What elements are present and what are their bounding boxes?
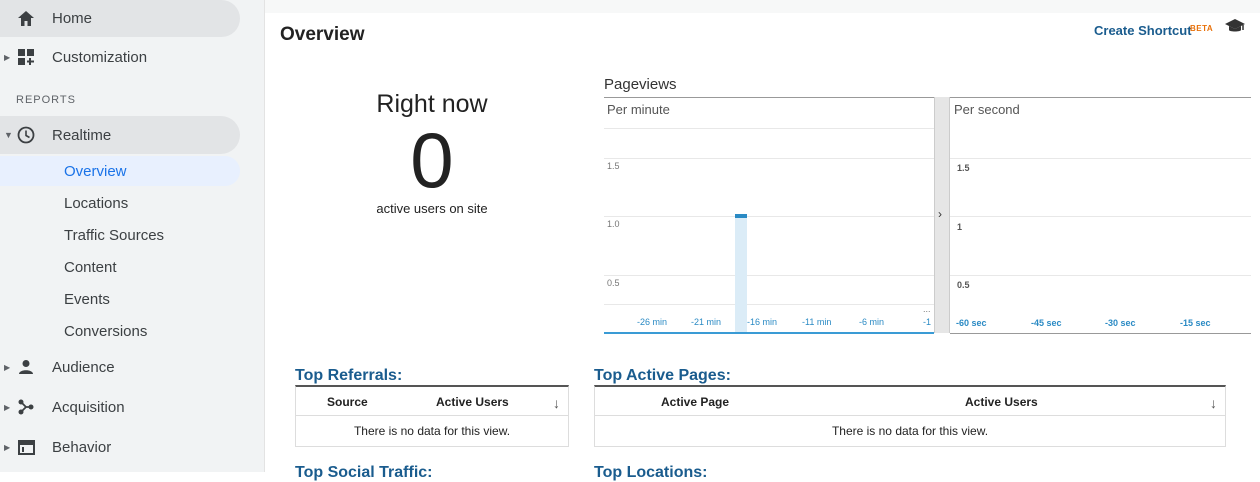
top-social-traffic-title[interactable]: Top Social Traffic:	[295, 464, 433, 481]
caret-right-icon: ▶	[4, 52, 11, 62]
gridline	[950, 216, 1251, 217]
top-active-pages-table: Active Page Active Users ↓ There is no d…	[594, 385, 1226, 447]
acquisition-icon	[17, 398, 35, 416]
x-tick-label: -60 sec	[956, 318, 987, 328]
nav-overview-label: Overview	[64, 162, 127, 180]
gridline	[604, 128, 934, 129]
per-second-chart: Per second 1.5 1 0.5 -60 sec -45 sec -30…	[950, 97, 1251, 334]
nav-realtime-conversions[interactable]: Conversions	[0, 316, 240, 346]
behavior-icon	[17, 438, 35, 456]
top-locations-title[interactable]: Top Locations:	[594, 464, 708, 481]
nav-realtime-locations[interactable]: Locations	[0, 188, 240, 218]
per-second-label: Per second	[954, 102, 1020, 117]
x-tick-label: -30 sec	[1105, 318, 1136, 328]
table-header: Source Active Users ↓	[296, 387, 568, 416]
x-tick-label: -15 sec	[1180, 318, 1211, 328]
per-minute-chart: Per minute 1.5 1.0 0.5 -26 min -21 min -…	[604, 97, 934, 334]
sidebar: Home ▶ Customization REPORTS ▼ Realtime …	[0, 0, 265, 472]
column-header-active-users[interactable]: Active Users	[965, 395, 1038, 409]
nav-realtime[interactable]: ▼ Realtime	[0, 116, 240, 154]
main-content: Overview Create Shortcut BETA Right now …	[265, 0, 1260, 481]
right-now-title: Right now	[376, 90, 488, 118]
x-tick-label: -11 min	[802, 317, 832, 327]
x-tick-label: -45 sec	[1031, 318, 1062, 328]
caret-right-icon: ▶	[4, 362, 11, 372]
person-icon	[17, 358, 35, 376]
nav-realtime-overview[interactable]: Overview	[0, 156, 240, 186]
caret-right-icon: ▶	[4, 442, 11, 452]
per-minute-label: Per minute	[607, 102, 670, 117]
top-referrals-table: Source Active Users ↓ There is no data f…	[295, 385, 569, 447]
gridline	[950, 158, 1251, 159]
section-title-reports: REPORTS	[16, 94, 76, 106]
nav-realtime-events[interactable]: Events	[0, 284, 240, 314]
nav-conversions-label: Conversions	[64, 322, 148, 340]
x-tick-label: -21 min	[691, 317, 722, 327]
clock-icon	[17, 126, 35, 144]
column-header-active-users[interactable]: Active Users	[436, 395, 509, 409]
active-users-count: 0	[410, 116, 454, 204]
top-strip	[265, 0, 1260, 13]
nav-events-label: Events	[64, 290, 110, 308]
nav-customization-label: Customization	[52, 48, 148, 66]
column-header-active-page[interactable]: Active Page	[661, 395, 730, 409]
x-tick-label: -6 min	[859, 317, 885, 327]
top-active-pages-title[interactable]: Top Active Pages:	[594, 367, 731, 384]
page-title: Overview	[280, 24, 365, 45]
caret-right-icon: ▶	[4, 402, 11, 412]
nav-behavior-label: Behavior	[52, 438, 112, 456]
create-shortcut-link[interactable]: Create Shortcut	[1094, 23, 1192, 38]
graduation-cap-icon[interactable]	[1225, 18, 1245, 39]
nav-acquisition-label: Acquisition	[52, 398, 125, 416]
y-tick-label: 1	[957, 222, 963, 232]
beta-badge: BETA	[1190, 24, 1214, 33]
x-tick-label: -16 min	[747, 317, 778, 327]
chart-baseline	[950, 333, 1251, 334]
gridline	[604, 304, 934, 305]
nav-realtime-content[interactable]: Content	[0, 252, 240, 282]
x-tick-label: -26 min	[637, 317, 668, 327]
gridline	[604, 158, 934, 159]
column-header-source[interactable]: Source	[327, 395, 368, 409]
chart-divider[interactable]: ›	[934, 97, 950, 333]
y-tick-label: 1.0	[607, 219, 620, 229]
active-users-label: active users on site	[376, 201, 488, 216]
chart-baseline	[604, 332, 934, 334]
pageview-bar-top	[735, 214, 747, 218]
empty-message: There is no data for this view.	[831, 424, 989, 438]
nav-home-label: Home	[52, 10, 93, 27]
nav-content-label: Content	[64, 258, 117, 276]
nav-home[interactable]: Home	[0, 0, 240, 37]
pageview-bar[interactable]	[735, 214, 747, 334]
pageviews-title: Pageviews	[604, 76, 677, 93]
nav-traffic-sources-label: Traffic Sources	[64, 226, 165, 244]
sort-arrow-down-icon[interactable]: ↓	[553, 395, 560, 411]
table-header: Active Page Active Users ↓	[595, 387, 1225, 416]
gridline	[950, 275, 1251, 276]
gridline	[604, 216, 934, 217]
nav-audience-label: Audience	[52, 358, 115, 376]
empty-message: There is no data for this view.	[353, 424, 511, 438]
y-tick-label: 0.5	[607, 278, 620, 288]
chevron-right-icon[interactable]: ›	[938, 207, 942, 221]
top-referrals-title[interactable]: Top Referrals:	[295, 367, 403, 384]
y-tick-label: 1.5	[607, 161, 620, 171]
ellipsis: ...	[923, 304, 931, 314]
sort-arrow-down-icon[interactable]: ↓	[1210, 395, 1217, 411]
x-tick-label: -1	[923, 317, 932, 327]
right-now-panel: Right now 0 active users on site	[325, 90, 539, 216]
nav-realtime-label: Realtime	[52, 126, 112, 144]
dashboard-icon	[17, 48, 35, 66]
caret-down-icon: ▼	[4, 130, 13, 140]
nav-realtime-traffic-sources[interactable]: Traffic Sources	[0, 220, 240, 250]
y-tick-label: 1.5	[957, 163, 970, 173]
gridline	[604, 275, 934, 276]
y-tick-label: 0.5	[957, 280, 970, 290]
nav-locations-label: Locations	[64, 194, 129, 212]
home-icon	[17, 10, 35, 28]
